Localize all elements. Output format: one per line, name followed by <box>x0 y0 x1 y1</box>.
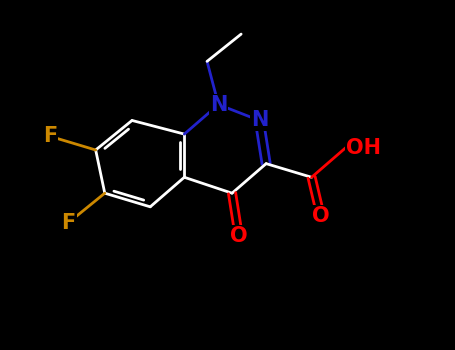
Text: N: N <box>251 111 268 131</box>
Text: N: N <box>210 94 227 114</box>
Text: O: O <box>230 226 248 246</box>
Text: F: F <box>61 213 76 233</box>
Text: OH: OH <box>346 138 381 158</box>
Text: O: O <box>312 206 329 226</box>
Text: F: F <box>43 126 57 146</box>
